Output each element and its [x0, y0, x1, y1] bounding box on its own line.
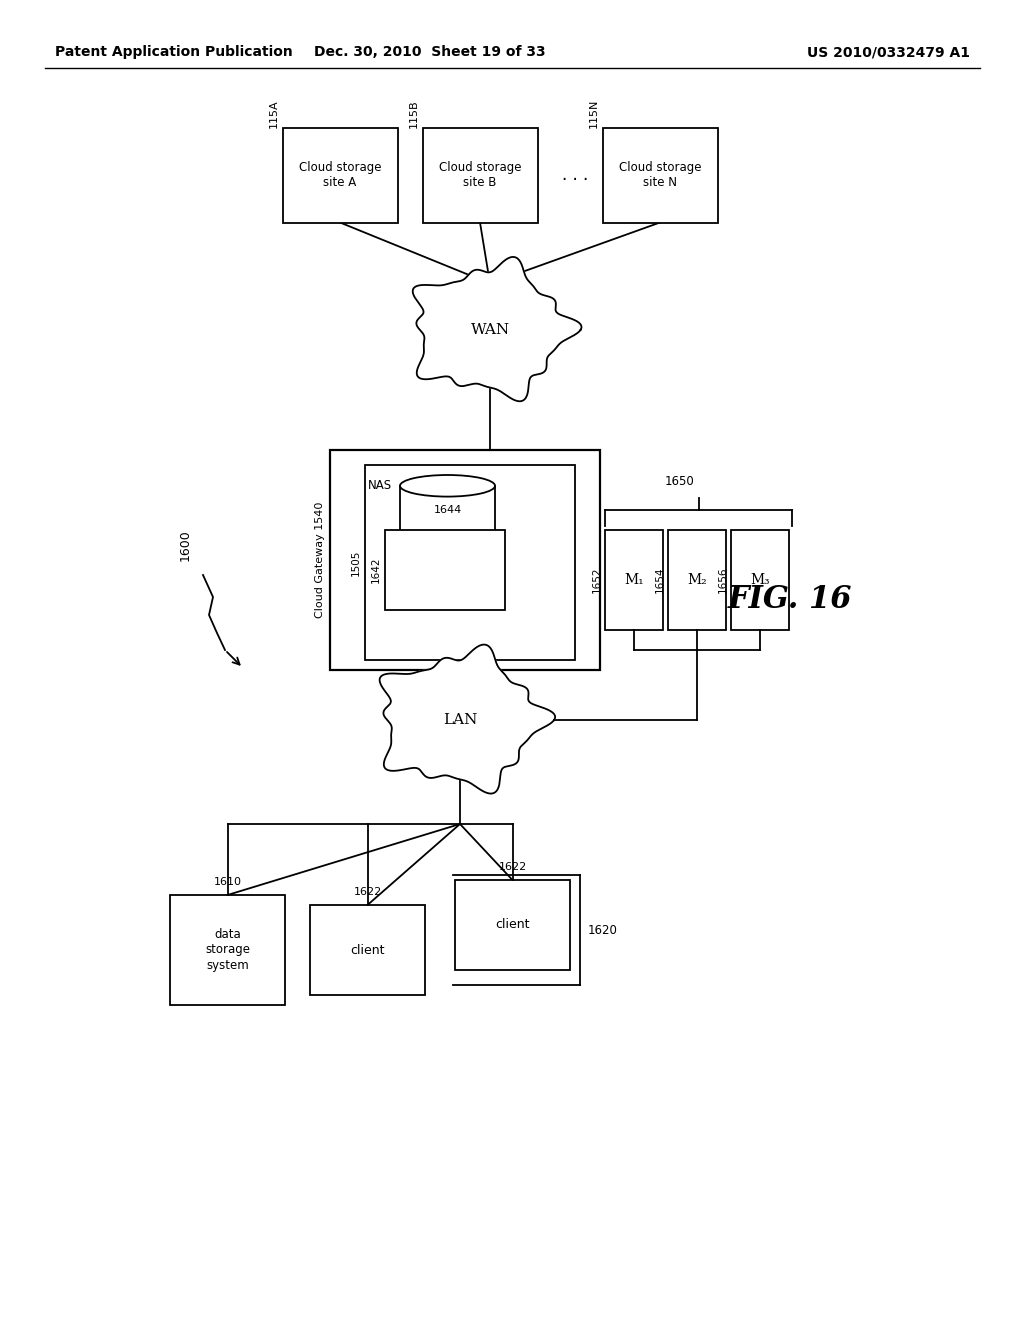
Text: M₃: M₃: [751, 573, 770, 587]
Bar: [455, 880, 570, 970]
Text: 1600: 1600: [178, 529, 191, 561]
Text: 115N: 115N: [589, 98, 598, 128]
Text: 1652: 1652: [592, 566, 602, 593]
Text: 115A: 115A: [268, 99, 279, 128]
Text: client: client: [350, 944, 385, 957]
Text: data
storage
system: data storage system: [205, 928, 250, 972]
Ellipse shape: [400, 475, 495, 496]
Text: 1622: 1622: [499, 862, 526, 873]
Text: 1505: 1505: [351, 549, 361, 576]
Bar: [385, 531, 505, 610]
Text: US 2010/0332479 A1: US 2010/0332479 A1: [807, 45, 970, 59]
Bar: [330, 450, 600, 671]
Text: Dec. 30, 2010  Sheet 19 of 33: Dec. 30, 2010 Sheet 19 of 33: [314, 45, 546, 59]
Bar: [423, 128, 538, 223]
Text: Cloud Gateway 1540: Cloud Gateway 1540: [315, 502, 325, 618]
Bar: [310, 906, 425, 995]
Text: 1620: 1620: [588, 924, 617, 936]
Text: 1644: 1644: [433, 504, 462, 515]
Text: Patent Application Publication: Patent Application Publication: [55, 45, 293, 59]
Polygon shape: [380, 644, 555, 793]
Text: Cloud storage
site B: Cloud storage site B: [438, 161, 521, 189]
Text: 1642: 1642: [371, 557, 381, 583]
Bar: [283, 128, 397, 223]
Bar: [602, 128, 718, 223]
Text: client: client: [496, 919, 529, 932]
Text: 115B: 115B: [409, 99, 419, 128]
Text: 1656: 1656: [718, 566, 728, 593]
Text: LAN: LAN: [442, 713, 477, 727]
Text: M₁: M₁: [625, 573, 644, 587]
Bar: [668, 531, 726, 630]
Text: 1610: 1610: [213, 876, 242, 887]
Text: 1622: 1622: [353, 887, 382, 898]
Text: Cloud storage
site A: Cloud storage site A: [299, 161, 381, 189]
Bar: [605, 531, 663, 630]
Text: 1654: 1654: [655, 566, 665, 593]
Bar: [731, 531, 790, 630]
Text: 1650: 1650: [666, 475, 695, 488]
Text: WAN: WAN: [470, 323, 510, 337]
Bar: [170, 895, 285, 1005]
Polygon shape: [413, 257, 582, 401]
Text: Cloud storage
site N: Cloud storage site N: [618, 161, 701, 189]
Text: M₂: M₂: [687, 573, 707, 587]
Bar: [400, 486, 495, 533]
Bar: [365, 465, 575, 660]
Text: NAS: NAS: [368, 479, 392, 492]
Text: . . .: . . .: [562, 166, 588, 183]
Text: FIG. 16: FIG. 16: [728, 585, 852, 615]
